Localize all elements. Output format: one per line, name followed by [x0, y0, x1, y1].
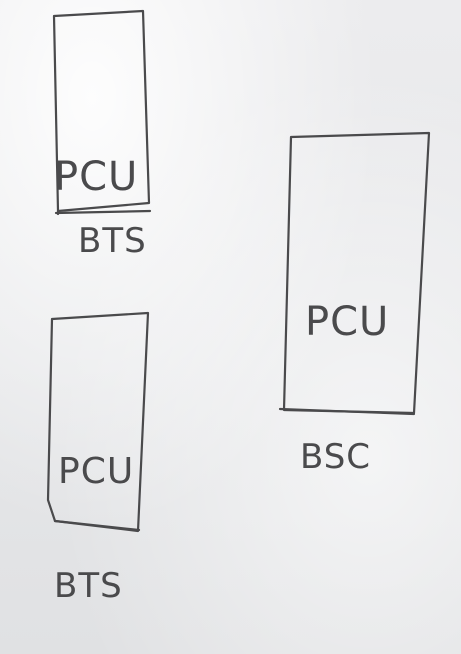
- bsc-box: [282, 131, 431, 415]
- bts-top-pcu-label: PCU: [54, 154, 138, 200]
- bts-bottom-node: PCU BTS: [46, 311, 150, 606]
- bsc-node: PCU BSC: [278, 131, 431, 477]
- bts-top-node: PCU BTS: [52, 9, 152, 261]
- bsc-pcu-label: PCU: [305, 299, 389, 345]
- bts-bottom-pcu-label: PCU: [58, 451, 134, 492]
- bts-top-underline: [54, 209, 152, 215]
- bts-bottom-underline: [53, 519, 141, 532]
- bts-bottom-box: [46, 311, 150, 533]
- bsc-caption: BSC: [300, 437, 371, 477]
- bts-top-caption: BTS: [78, 221, 147, 261]
- bsc-underline: [278, 407, 416, 416]
- bts-bottom-caption: BTS: [54, 566, 123, 606]
